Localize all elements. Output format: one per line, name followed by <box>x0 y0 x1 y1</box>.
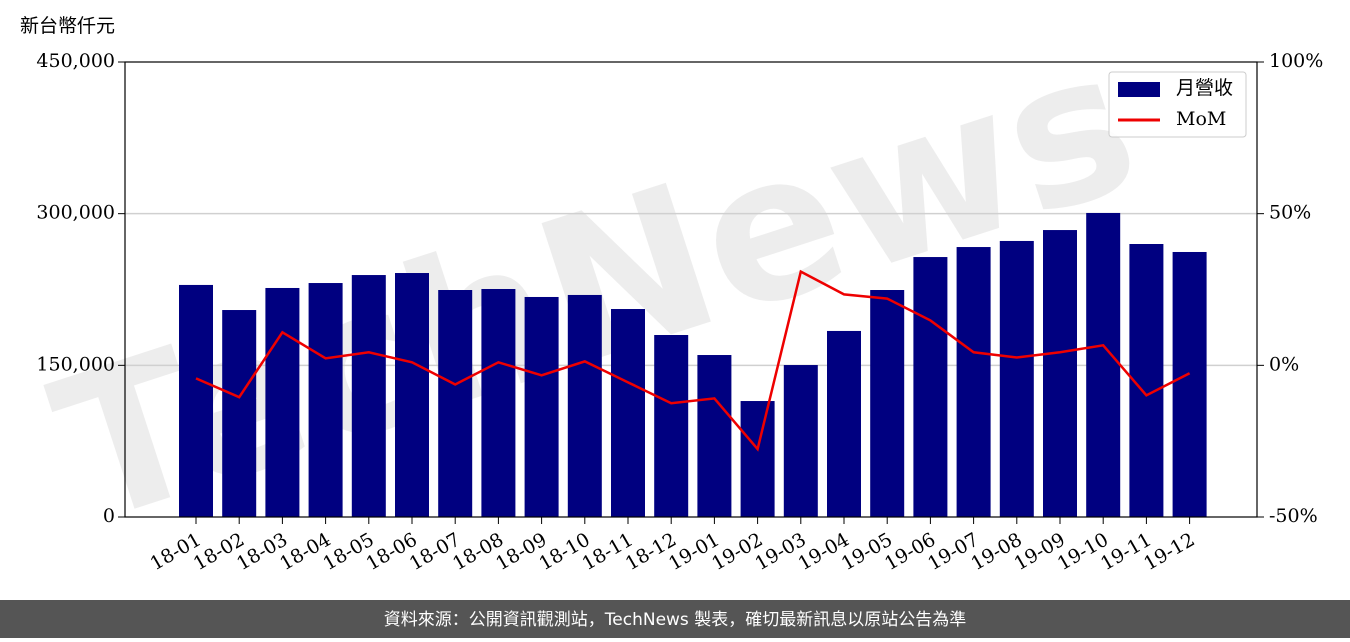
bar <box>611 309 645 517</box>
y2-tick-label: 100% <box>1269 50 1323 72</box>
legend-label: MoM <box>1176 108 1226 130</box>
bar <box>697 355 732 517</box>
y-tick-label: 150,000 <box>36 353 115 375</box>
y-tick-label: 0 <box>103 505 115 527</box>
bar <box>1043 230 1077 517</box>
bar <box>567 294 602 517</box>
bar <box>1086 212 1121 517</box>
bar <box>654 335 689 517</box>
bar <box>956 247 991 518</box>
legend-label: 月營收 <box>1176 77 1233 99</box>
footer: 資料來源：公開資訊觀測站，TechNews 製表，確切最新訊息以原站公告為準 <box>384 610 966 630</box>
bar <box>1172 251 1207 517</box>
footer-bar <box>0 600 1350 638</box>
y-axis-label: 新台幣仟元 <box>20 15 115 37</box>
legend: 月營收 MoM <box>1108 71 1247 138</box>
y-tick-label: 300,000 <box>36 202 115 224</box>
y2-tick-label: 0% <box>1269 353 1299 375</box>
bar <box>308 283 343 517</box>
bar <box>999 240 1034 517</box>
bar <box>395 273 429 517</box>
y2-tick-label: -50% <box>1269 505 1318 527</box>
bar <box>524 296 559 517</box>
bar <box>827 330 861 517</box>
bar <box>179 284 213 517</box>
bar <box>913 257 948 517</box>
bar <box>870 290 905 517</box>
y2-tick-label: 50% <box>1269 202 1311 224</box>
bar <box>783 365 818 517</box>
bar <box>351 275 386 517</box>
bar <box>265 287 300 517</box>
bar <box>481 288 516 517</box>
bar <box>222 310 257 517</box>
bar <box>740 401 775 517</box>
y-tick-label: 450,000 <box>36 50 115 72</box>
line <box>195 269 1191 452</box>
plot-frame <box>124 61 1258 518</box>
legend-swatch <box>1118 82 1160 97</box>
bar <box>438 290 473 517</box>
